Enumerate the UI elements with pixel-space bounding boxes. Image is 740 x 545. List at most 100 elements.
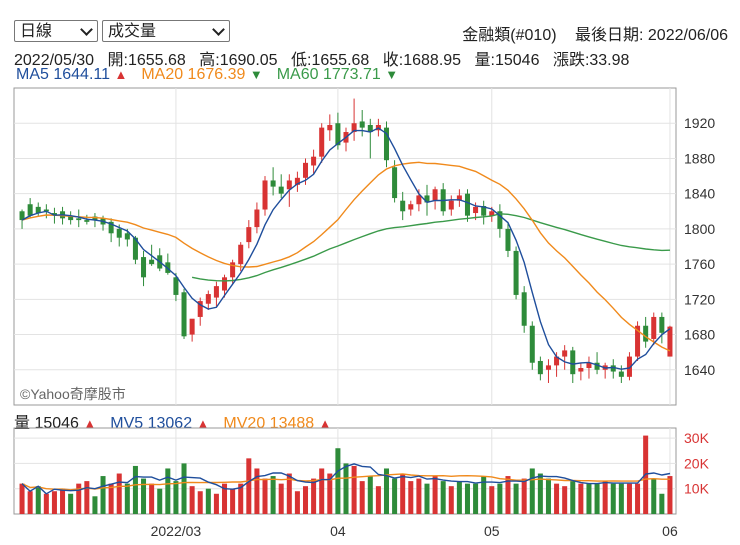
y-tick-label: 1880 — [684, 150, 715, 166]
volume-bar-up — [351, 465, 357, 514]
candle-up — [651, 316, 657, 339]
triangle-up-icon: ▲ — [114, 67, 128, 82]
volume-bar-down — [270, 476, 276, 514]
triangle-down-icon: ▼ — [385, 67, 399, 82]
volume-bar-up — [27, 491, 33, 514]
volume-bar-up — [294, 491, 300, 514]
volume-bar-up — [60, 488, 66, 514]
x-tick-label: 05 — [484, 523, 500, 539]
candle-up — [554, 356, 560, 366]
candle-down — [537, 360, 543, 375]
ma-legend-label: MA60 1773.71 — [276, 66, 386, 83]
candle-down — [278, 186, 284, 194]
volume-bar-down — [651, 478, 657, 514]
ma-legend: MA5 1644.11 ▲ MA20 1676.39 ▼ MA60 1773.71 … — [16, 66, 412, 84]
candle-up — [319, 127, 325, 157]
volume-bar-down — [68, 493, 74, 514]
candle-up — [351, 123, 357, 133]
volume-bar-down — [529, 468, 535, 514]
candle-up — [286, 180, 292, 190]
ma20-line — [21, 161, 671, 352]
candle-up — [667, 326, 673, 357]
candle-up — [456, 195, 462, 201]
ma60-line — [191, 213, 671, 282]
candle-up — [327, 124, 333, 131]
volume-bar-up — [213, 493, 219, 514]
candle-up — [635, 325, 641, 357]
candle-down — [108, 221, 114, 234]
volume-bar-up — [578, 483, 584, 514]
candle-down — [359, 121, 365, 128]
volume-bar-up — [602, 481, 608, 514]
volume-bar-up — [108, 483, 114, 514]
candle-up — [416, 195, 422, 205]
volume-bar-down — [392, 478, 398, 514]
mv20-line — [21, 473, 670, 491]
volume-bar-down — [659, 493, 665, 514]
candle-down — [116, 228, 122, 238]
candle-down — [570, 350, 576, 375]
y-tick-label: 1720 — [684, 291, 715, 307]
candle-down — [521, 292, 527, 326]
volume-bar-up — [416, 478, 422, 514]
volume-bar-down — [456, 481, 462, 514]
volume-bar-up — [359, 481, 365, 514]
volume-bar-down — [335, 448, 341, 514]
volume-bar-down — [173, 481, 179, 514]
volume-bar-down — [545, 478, 551, 514]
candle-down — [424, 195, 430, 203]
mv5-line — [21, 463, 671, 495]
candle-up — [432, 189, 438, 201]
volume-bar-down — [537, 473, 543, 514]
candle-up — [586, 362, 592, 369]
volume-bar-down — [570, 481, 576, 514]
volume-bar-down — [165, 468, 171, 514]
chart-header: 金融類(#010) 最後日期: 2022/06/06 — [448, 21, 728, 45]
candle-up — [205, 294, 211, 304]
volume-bar-up — [626, 483, 632, 514]
candle-down — [513, 250, 519, 295]
volume-bar-up — [400, 473, 406, 514]
index-name: 金融類(#010) — [462, 27, 557, 44]
candle-down — [610, 365, 616, 372]
ohlc-open: 開:1655.68 — [107, 52, 186, 69]
ma-legend-item: MA20 1676.39 ▼ — [141, 66, 262, 83]
period-select[interactable]: 日線 — [14, 20, 98, 42]
volume-bar-up — [149, 483, 155, 514]
volume-bar-up — [19, 483, 25, 514]
volume-bar-up — [84, 481, 90, 514]
volume-bar-down — [100, 476, 106, 514]
volume-bar-down — [132, 465, 138, 514]
volume-bar-up — [43, 493, 49, 514]
candle-down — [92, 216, 98, 221]
candle-down — [594, 362, 600, 370]
candle-down — [76, 218, 82, 221]
y-tick-label: 1800 — [684, 221, 715, 237]
candle-up — [302, 162, 309, 178]
x-tick-label: 04 — [330, 523, 346, 539]
volume-tick-label: 30K — [684, 430, 710, 446]
indicator-select-value: 成交量 — [108, 23, 157, 40]
ohlc-volume: 量:15046 — [474, 52, 540, 69]
candle-down — [68, 215, 74, 221]
y-tick-label: 1680 — [684, 327, 715, 343]
candle-down — [481, 205, 487, 216]
x-tick-label: 2022/03 — [151, 523, 202, 539]
volume-bar-down — [481, 476, 487, 514]
volume-bar-up — [246, 458, 252, 514]
volume-bar-down — [92, 496, 98, 514]
volume-bar-up — [635, 483, 641, 514]
volume-bar-down — [205, 488, 211, 514]
indicator-select[interactable]: 成交量 — [102, 20, 230, 42]
ma-legend-item: MA5 1644.11 ▲ — [16, 66, 127, 83]
candle-up — [262, 180, 268, 210]
ohlc-close: 收:1688.95 — [382, 52, 462, 69]
volume-bar-down — [141, 478, 147, 514]
period-select-value: 日線 — [20, 23, 53, 40]
volume-bar-up — [76, 483, 82, 514]
candle-down — [27, 204, 33, 216]
candle-down — [367, 124, 373, 133]
volume-bar-down — [383, 468, 390, 514]
volume-bar-up — [448, 486, 454, 514]
volume-bar-down — [497, 483, 503, 514]
